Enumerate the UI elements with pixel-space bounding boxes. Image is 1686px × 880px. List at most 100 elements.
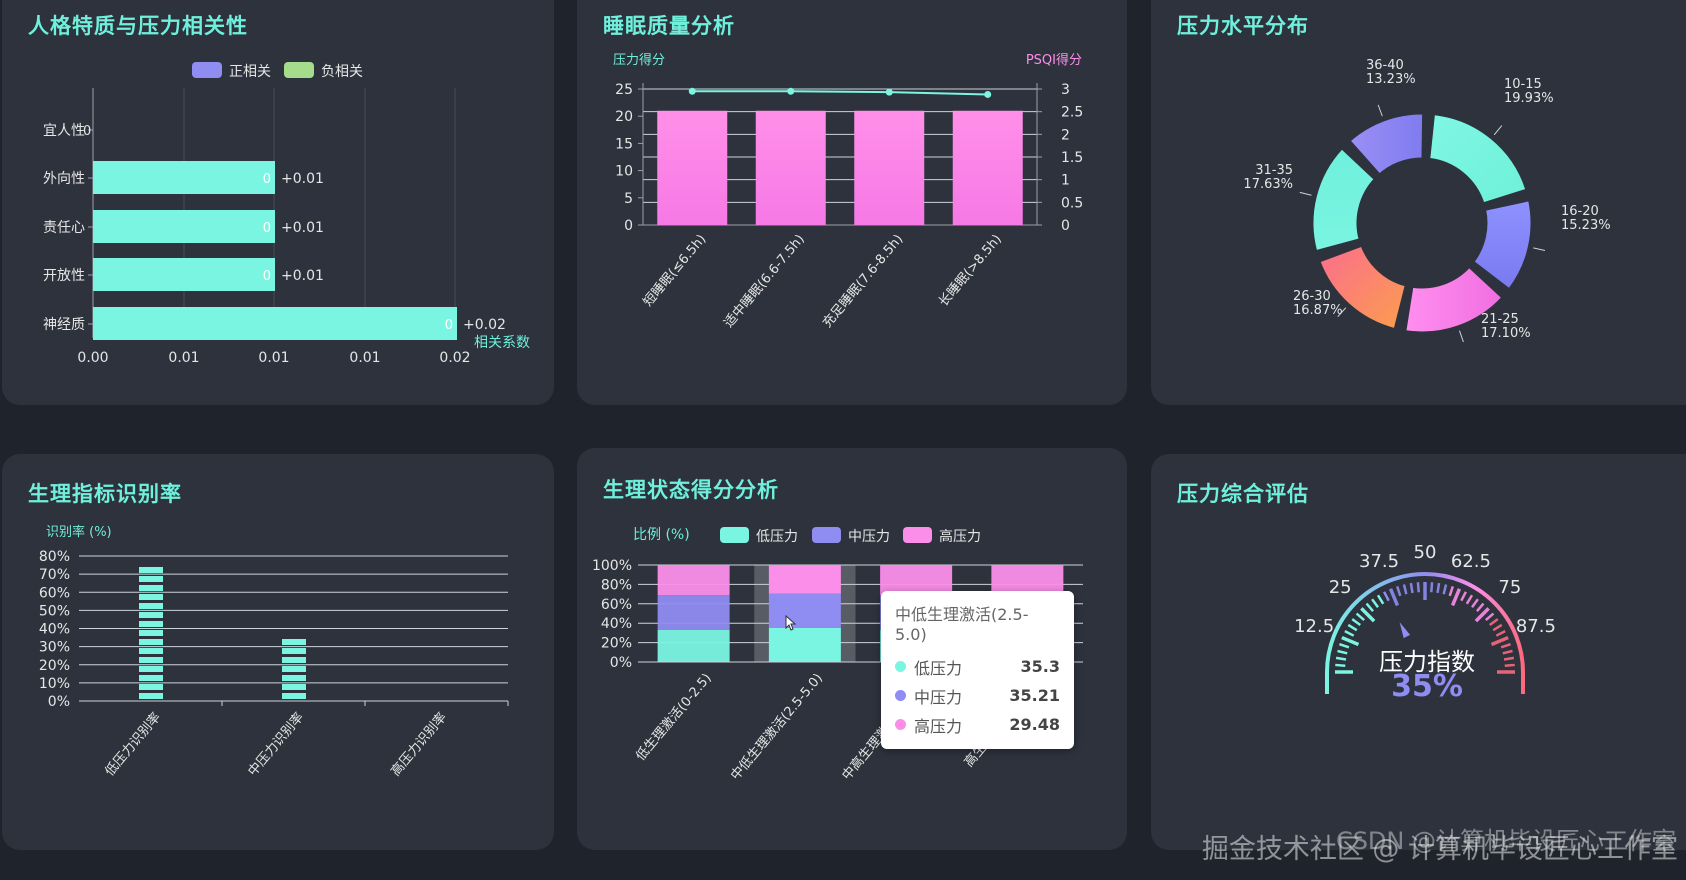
panel-title: 生理指标识别率 [28, 482, 182, 506]
legend-label: 低压力 [756, 529, 798, 545]
gauge-major-tick [1341, 635, 1360, 647]
x-tick-label: 适中睡眠(6.6-7.5h) [721, 232, 807, 331]
gauge-tick-label: 25 [1329, 577, 1352, 598]
bar [657, 110, 728, 225]
gauge-minor-tick [1376, 594, 1385, 605]
mouse-cursor [785, 614, 797, 631]
gauge-minor-tick [1402, 584, 1408, 595]
x-tick-label: 长睡眠(>8.5h) [936, 232, 1005, 310]
bar-segment [139, 612, 163, 618]
tooltip-series-value: 35.3 [1020, 657, 1060, 676]
x-tick-label: 高压力识别率 [388, 709, 450, 779]
x-tick-label: 0.01 [258, 350, 289, 366]
gauge-tick-label: 75 [1498, 577, 1521, 598]
gauge-major-tick [1490, 635, 1509, 647]
gauge-minor-tick [1339, 642, 1350, 649]
y-tick-label: 神经质 [43, 317, 85, 333]
donut-slice [1347, 111, 1426, 177]
bar-segment [139, 693, 163, 699]
panel-title: 生理状态得分分析 [603, 478, 779, 502]
legend-label: 负相关 [321, 64, 363, 80]
y-axis-title: 识别率 (%) [46, 524, 112, 540]
bar-end-label: +0.01 [281, 220, 324, 236]
stacked-bar [657, 595, 730, 630]
y-tick-label: 60% [601, 597, 632, 613]
panel-title: 压力水平分布 [1177, 14, 1309, 38]
y-tick-label: 100% [592, 558, 632, 574]
gauge-minor-tick [1409, 582, 1414, 594]
panel-title: 压力综合评估 [1177, 482, 1309, 506]
gauge-tick-label: 37.5 [1359, 551, 1399, 572]
donut-slice [1427, 112, 1529, 206]
donut-slice [1317, 243, 1408, 332]
bar-segment [282, 693, 306, 699]
watermark-csdn: CSDN @计算机毕设匠心工作室 [1335, 827, 1676, 855]
gauge-minor-tick [1430, 582, 1434, 593]
slice-value: 15.23% [1561, 218, 1611, 233]
gauge-major-tick [1388, 588, 1400, 607]
bar-segment [139, 639, 163, 645]
legend-swatch [812, 527, 841, 543]
y-tick-label: 10 [615, 164, 633, 180]
bar-segment [282, 666, 306, 672]
x-tick-label: 0.01 [349, 350, 380, 366]
x-tick-label: 中压力识别率 [245, 709, 307, 779]
bar-segment [139, 684, 163, 690]
gauge-major-tick [1450, 588, 1462, 607]
panel-title: 人格特质与压力相关性 [28, 14, 248, 38]
psqi-point [984, 90, 992, 98]
gauge-minor-tick [1488, 618, 1499, 626]
legend-label: 正相关 [229, 64, 271, 80]
tooltip-row: 高压力 29.48 [895, 710, 1060, 739]
stacked-bar [768, 593, 841, 628]
panel-physio-rate: 生理指标识别率 识别率 (%) 0% 10% 20% 30% 40% 50% 60% 70% 80… [2, 454, 554, 850]
y-tick-label: 20% [601, 636, 632, 652]
tooltip-series-value: 29.48 [1009, 715, 1060, 734]
stacked-bar [991, 565, 1064, 596]
gauge-minor-tick [1476, 602, 1485, 612]
gauge-minor-tick [1347, 623, 1358, 632]
gauge-major-tick [1360, 607, 1376, 623]
gauge-minor-tick [1355, 612, 1365, 621]
y-tick-label: 开放性 [43, 268, 85, 284]
tooltip-series-value: 35.21 [1009, 686, 1060, 705]
gauge-tick-label: 87.5 [1516, 616, 1556, 637]
gauge-minor-tick [1485, 612, 1495, 621]
bar [93, 161, 275, 194]
panel-gauge: 压力综合评估 12.5 25 37.5 50 62.5 75 87.5 压力指数 35% [1151, 454, 1686, 850]
bar [854, 110, 925, 225]
chart-tooltip: 中低生理激活(2.5-5.0) 低压力 35.3 中压力 35.21 高压力 2… [881, 591, 1074, 749]
stacked-bar [768, 627, 841, 662]
y-axis-title: 压力得分 [613, 52, 665, 68]
panel-sleep: 睡眠质量分析 压力得分 PSQI得分 0 5 10 15 20 25 0 0.5 1 1.5 2 2.5 3… [577, 0, 1127, 405]
label-leader [1459, 330, 1464, 343]
y-tick-label: 0 [624, 218, 633, 234]
x-axis-title: 相关系数 [474, 335, 530, 351]
bar-inner-label: 0 [263, 269, 271, 284]
physio-rate-chart: 识别率 (%) 0% 10% 20% 30% 40% 50% 60% 70% 80% 低压力识别率 中… [39, 524, 509, 779]
tooltip-series-name: 中压力 [914, 687, 963, 707]
gauge-minor-tick [1383, 591, 1390, 602]
bar-end-label: +0.01 [281, 171, 324, 187]
x-tick-label: 0.02 [439, 350, 470, 366]
y2-tick-label: 2.5 [1061, 105, 1083, 121]
legend-swatch [903, 527, 932, 543]
gauge-minor-tick [1502, 649, 1513, 655]
gauge-minor-tick [1365, 602, 1374, 612]
gauge-minor-tick [1460, 591, 1467, 602]
bar-segment [139, 594, 163, 600]
gauge-minor-tick [1337, 649, 1348, 655]
slice-label: 10-15 [1504, 77, 1542, 92]
tooltip-series-name: 低压力 [914, 658, 963, 678]
sleep-chart: 压力得分 PSQI得分 0 5 10 15 20 25 0 0.5 1 1.5 2 2.5 3 短睡眠(≤6.… [613, 52, 1083, 331]
gauge-minor-tick [1492, 623, 1503, 632]
legend-swatch [720, 527, 749, 543]
gauge-tick-label: 12.5 [1294, 616, 1334, 637]
bar-segment [139, 666, 163, 672]
x-tick-label: 中低生理激活(2.5-5.0) [728, 671, 826, 783]
y-tick-label: 30% [39, 640, 70, 656]
legend-dot [895, 690, 906, 701]
tooltip-series-name: 高压力 [914, 716, 963, 736]
x-tick-label: 短睡眠(≤6.5h) [641, 232, 710, 310]
